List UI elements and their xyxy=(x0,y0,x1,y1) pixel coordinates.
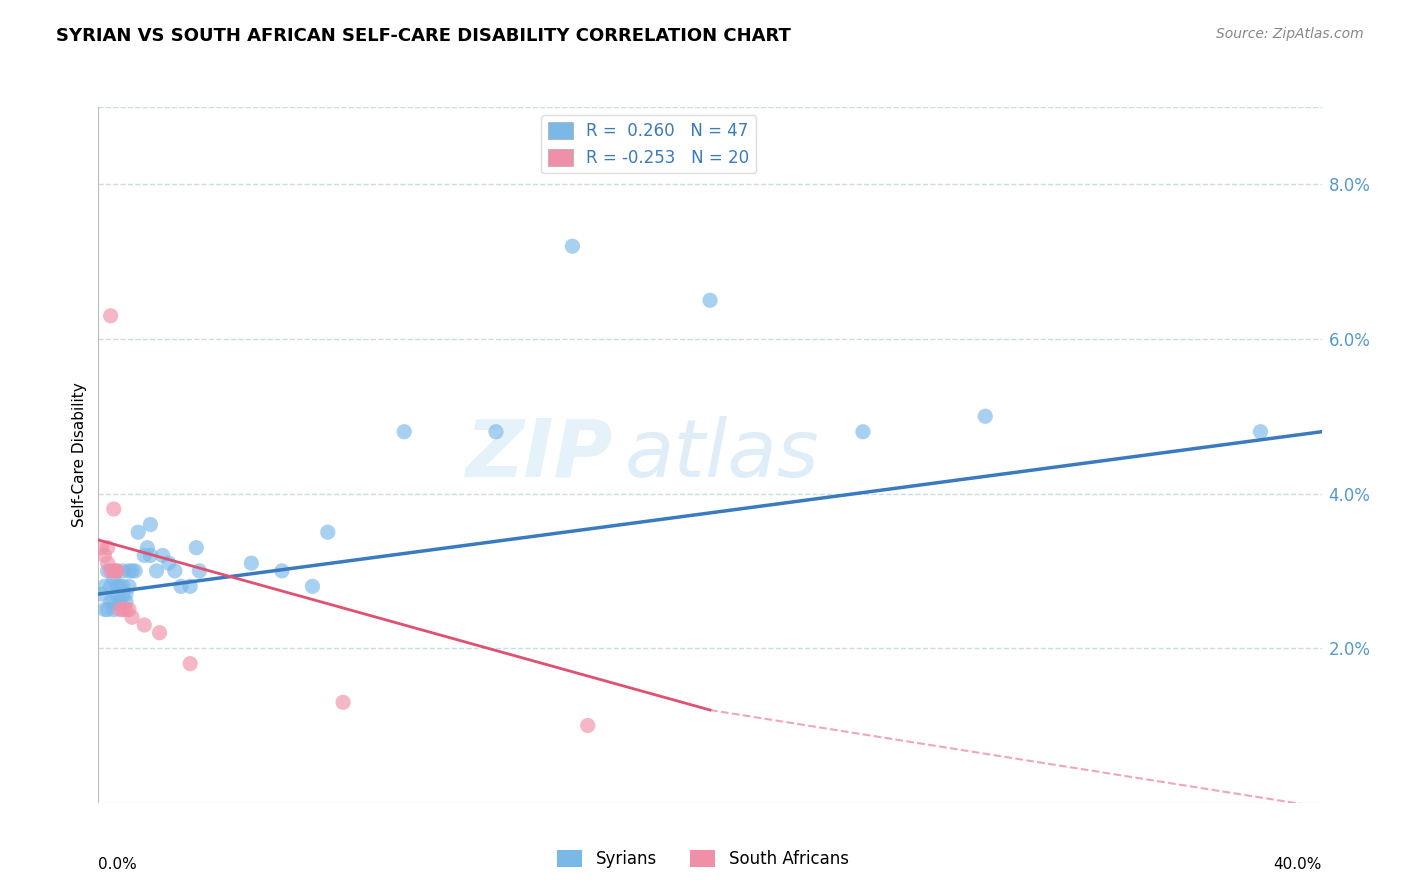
Point xyxy=(134,618,156,632)
Point xyxy=(157,556,180,570)
Point xyxy=(93,549,115,563)
Text: 40.0%: 40.0% xyxy=(1274,857,1322,871)
Point xyxy=(163,564,186,578)
Point xyxy=(100,579,122,593)
Text: ZIP: ZIP xyxy=(465,416,612,494)
Point xyxy=(974,409,997,424)
Point xyxy=(149,625,172,640)
Point xyxy=(240,556,263,570)
Point xyxy=(485,425,508,439)
Point xyxy=(136,541,159,555)
Point xyxy=(121,610,143,624)
Point xyxy=(103,595,125,609)
Point xyxy=(103,564,125,578)
Point xyxy=(134,549,156,563)
Point xyxy=(108,602,131,616)
Point xyxy=(105,579,128,593)
Point xyxy=(105,564,128,578)
Point xyxy=(97,541,120,555)
Point xyxy=(100,595,122,609)
Point xyxy=(139,549,162,563)
Point xyxy=(90,587,112,601)
Point xyxy=(97,556,120,570)
Point xyxy=(105,587,128,601)
Point xyxy=(97,564,120,578)
Point xyxy=(316,525,339,540)
Text: SYRIAN VS SOUTH AFRICAN SELF-CARE DISABILITY CORRELATION CHART: SYRIAN VS SOUTH AFRICAN SELF-CARE DISABI… xyxy=(56,27,792,45)
Point xyxy=(121,564,143,578)
Point xyxy=(90,541,112,555)
Point xyxy=(115,587,138,601)
Y-axis label: Self-Care Disability: Self-Care Disability xyxy=(72,383,87,527)
Point xyxy=(188,564,211,578)
Point xyxy=(561,239,583,253)
Point xyxy=(118,602,141,616)
Point xyxy=(152,549,174,563)
Point xyxy=(115,602,138,616)
Point xyxy=(108,595,131,609)
Legend: Syrians, South Africans: Syrians, South Africans xyxy=(551,843,855,875)
Point xyxy=(179,657,201,671)
Point xyxy=(170,579,193,593)
Point xyxy=(179,579,201,593)
Point xyxy=(103,572,125,586)
Point xyxy=(93,579,115,593)
Point xyxy=(576,718,599,732)
Point xyxy=(392,425,416,439)
Text: 0.0%: 0.0% xyxy=(98,857,138,871)
Point xyxy=(332,695,354,709)
Point xyxy=(186,541,208,555)
Point xyxy=(1249,425,1271,439)
Point xyxy=(118,579,141,593)
Point xyxy=(118,564,141,578)
Legend: R =  0.260   N = 47, R = -0.253   N = 20: R = 0.260 N = 47, R = -0.253 N = 20 xyxy=(541,115,756,173)
Point xyxy=(103,602,125,616)
Point xyxy=(111,564,134,578)
Point xyxy=(111,579,134,593)
Text: atlas: atlas xyxy=(624,416,820,494)
Point xyxy=(115,595,138,609)
Point xyxy=(127,525,149,540)
Point xyxy=(100,309,122,323)
Point xyxy=(124,564,146,578)
Point xyxy=(93,602,115,616)
Point xyxy=(97,602,120,616)
Point xyxy=(103,502,125,516)
Point xyxy=(108,579,131,593)
Point xyxy=(852,425,875,439)
Point xyxy=(111,602,134,616)
Point xyxy=(270,564,292,578)
Text: Source: ZipAtlas.com: Source: ZipAtlas.com xyxy=(1216,27,1364,41)
Point xyxy=(301,579,323,593)
Point xyxy=(139,517,162,532)
Point xyxy=(111,587,134,601)
Point xyxy=(105,564,128,578)
Point xyxy=(100,564,122,578)
Point xyxy=(145,564,167,578)
Point xyxy=(699,293,721,308)
